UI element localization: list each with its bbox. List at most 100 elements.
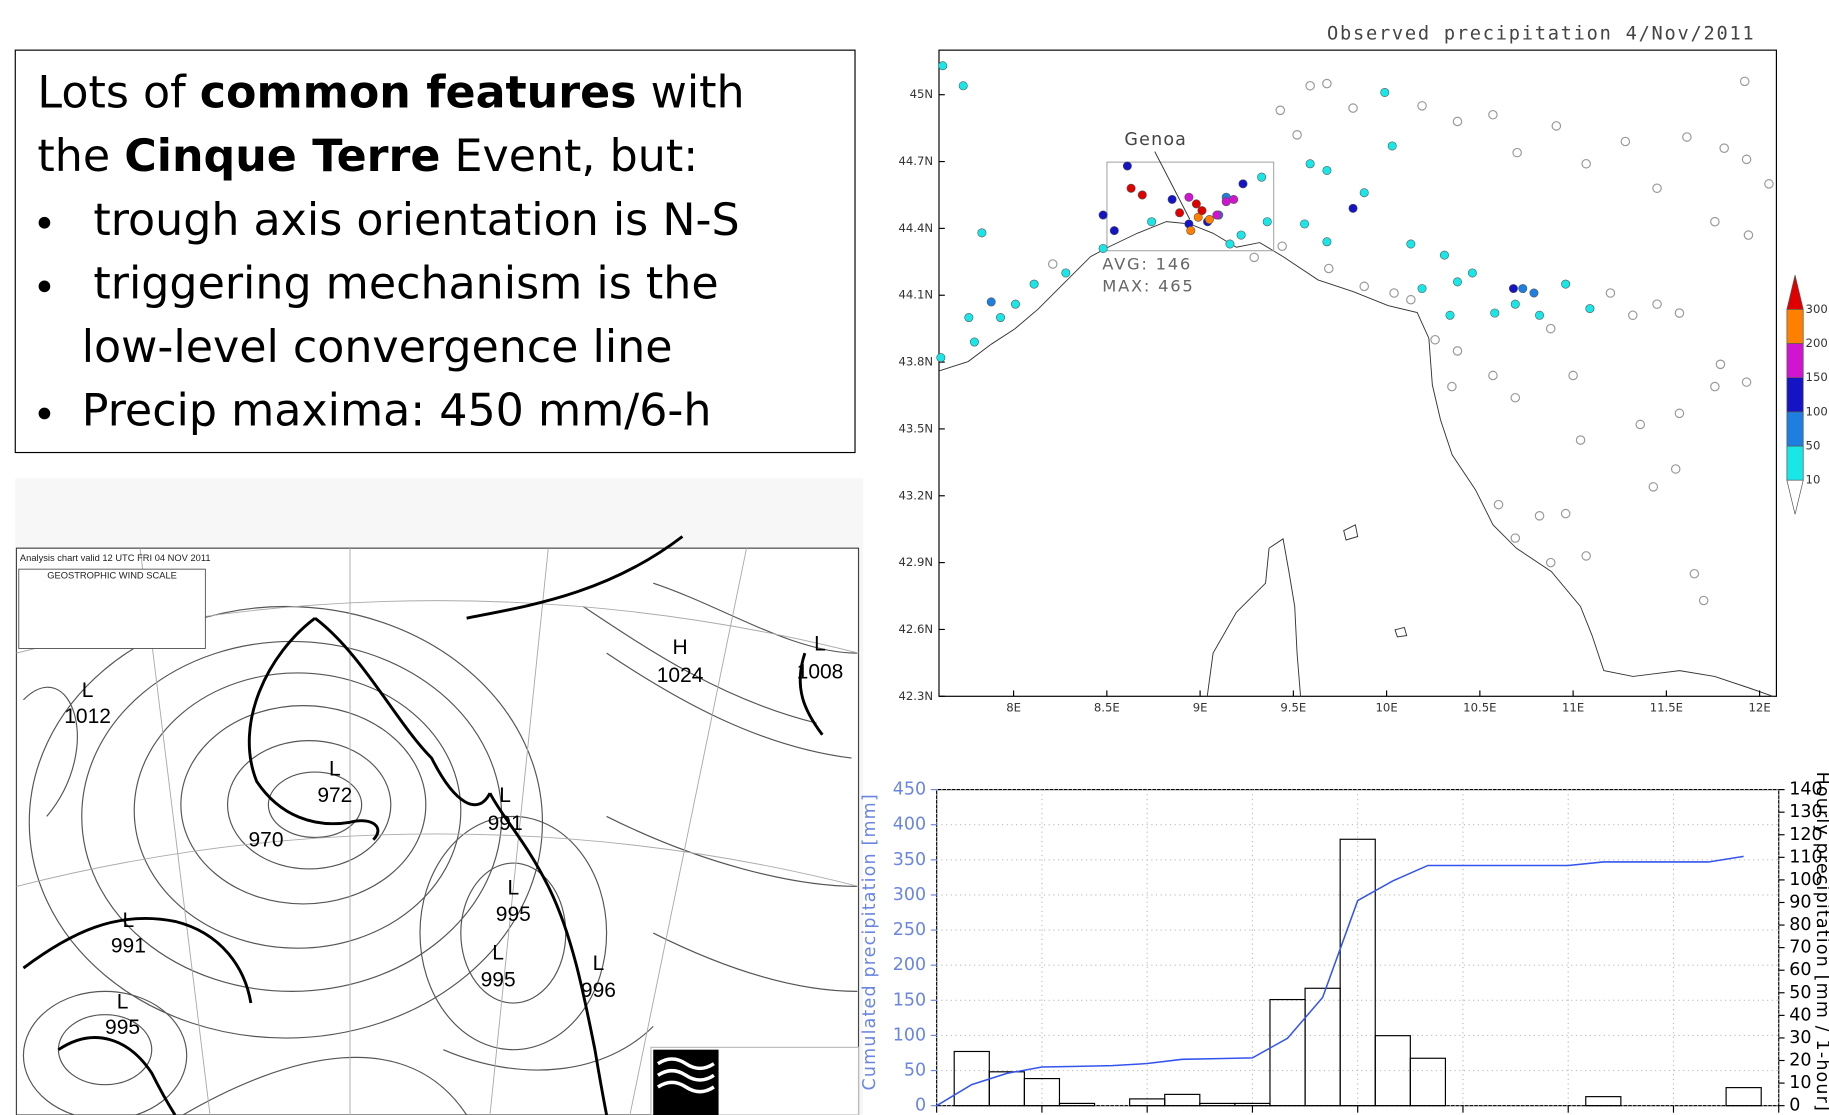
- chart-header: Analysis chart valid 12 UTC FRI 04 NOV 2…: [20, 553, 211, 563]
- x-tick-label: 9.5E: [1280, 700, 1306, 714]
- station-dry: [1710, 381, 1720, 392]
- synoptic-lines: [22, 582, 858, 1115]
- station: [1359, 188, 1369, 198]
- station: [1147, 217, 1157, 227]
- station-dry: [1715, 359, 1726, 370]
- hourly-bar: [1023, 1077, 1061, 1107]
- y2-tick-label: 70: [1789, 938, 1811, 958]
- station: [1535, 310, 1545, 320]
- station: [1387, 141, 1397, 151]
- station: [1467, 268, 1477, 278]
- station: [1186, 226, 1196, 236]
- pressure-value: 1008: [797, 661, 844, 684]
- station-dry: [1581, 159, 1591, 169]
- y2-tick-label: 20: [1789, 1051, 1811, 1071]
- y-tick-label: 100: [893, 1025, 926, 1045]
- map-title: Observed precipitation 4/Nov/2011: [1327, 23, 1755, 44]
- x-tick-label: 8.5E: [1094, 700, 1120, 714]
- y2-tick-label: 10: [1789, 1073, 1811, 1093]
- bullet: [38, 280, 51, 293]
- bold-run: Cinque Terre: [124, 131, 440, 182]
- station: [1305, 159, 1315, 169]
- y-tick-label: 43.2N: [898, 488, 933, 502]
- station: [1098, 210, 1108, 220]
- station-dry: [1575, 435, 1586, 445]
- station-dry: [1682, 132, 1692, 142]
- station: [996, 313, 1006, 323]
- station: [1010, 299, 1020, 309]
- station: [1098, 243, 1108, 253]
- station-dry: [1359, 281, 1370, 292]
- station: [1322, 165, 1332, 175]
- station: [936, 353, 946, 363]
- station-dry: [1322, 78, 1332, 89]
- met-office-logo: [650, 1046, 860, 1115]
- station-dry: [1689, 568, 1700, 579]
- x-tick-label: 9E: [1193, 700, 1208, 714]
- text-box: Lots of common features with the Cinque T…: [37, 68, 744, 437]
- y2-tick-label: 130: [1789, 802, 1822, 822]
- station: [1184, 192, 1194, 202]
- pressure-centre-type: L: [492, 942, 504, 965]
- station-dry: [1510, 392, 1521, 403]
- station-dry: [1741, 154, 1752, 165]
- station-dry: [1047, 259, 1058, 269]
- station-dry: [1560, 508, 1571, 519]
- bullet: [38, 216, 51, 229]
- y-tick-label: 43.5N: [898, 421, 933, 435]
- station: [1221, 197, 1231, 207]
- station: [1417, 284, 1427, 294]
- station-dry: [1743, 230, 1754, 240]
- colorbar-cap: [1786, 479, 1804, 515]
- y-tick-label: 150: [893, 990, 926, 1010]
- station: [1348, 203, 1358, 213]
- station: [1175, 208, 1185, 218]
- station: [1029, 279, 1039, 289]
- bullet: [38, 407, 51, 420]
- station-dry: [1430, 335, 1440, 345]
- station: [1126, 183, 1136, 193]
- plot-frame: [936, 789, 1780, 1107]
- station: [1109, 226, 1119, 236]
- y-tick-label: 400: [893, 815, 926, 835]
- station: [964, 313, 974, 323]
- colorbar-segment: [1786, 411, 1804, 447]
- y-tick-label: 44.7N: [898, 154, 933, 168]
- station: [1322, 237, 1332, 247]
- station-dry: [1417, 101, 1427, 111]
- station: [1212, 210, 1222, 220]
- genoa-box: [1106, 161, 1275, 252]
- y2-tick-label: 110: [1789, 847, 1822, 867]
- genoa-label: Genoa: [1124, 130, 1187, 150]
- fronts: [22, 535, 824, 1115]
- station-dry: [1324, 263, 1334, 274]
- hourly-bar: [1339, 838, 1376, 1107]
- wind-scale-title: GEOSTROPHIC WIND SCALE: [47, 571, 177, 581]
- colorbar-label: 150: [1806, 370, 1828, 384]
- y2-tick-label: 120: [1789, 825, 1822, 845]
- bullet-text: triggering mechanism is the: [93, 258, 718, 309]
- station: [1262, 217, 1272, 227]
- coastline: [938, 221, 1774, 697]
- pressure-centre-type: L: [117, 991, 129, 1014]
- station-dry: [1512, 147, 1522, 158]
- bullet-text: low-level convergence line: [82, 322, 673, 373]
- station: [1236, 230, 1246, 240]
- station-dry: [1628, 310, 1638, 321]
- station-dry: [1652, 299, 1662, 309]
- pressure-value: 991: [488, 812, 523, 835]
- y2-tick-label: 100: [1789, 870, 1822, 890]
- station: [938, 61, 948, 71]
- station: [1490, 308, 1500, 318]
- station-dry: [1249, 252, 1259, 263]
- station: [1508, 284, 1518, 294]
- x-tick-label: 10.5E: [1463, 700, 1496, 714]
- colorbar-cap: [1786, 275, 1804, 310]
- pressure-value: 995: [105, 1016, 140, 1039]
- station: [1257, 172, 1267, 182]
- cumulative-line: [936, 855, 1744, 1107]
- station-dry: [1741, 377, 1752, 387]
- text-run: the: [37, 131, 124, 182]
- y2-tick-label: 50: [1789, 983, 1811, 1003]
- station-dry: [1275, 105, 1286, 116]
